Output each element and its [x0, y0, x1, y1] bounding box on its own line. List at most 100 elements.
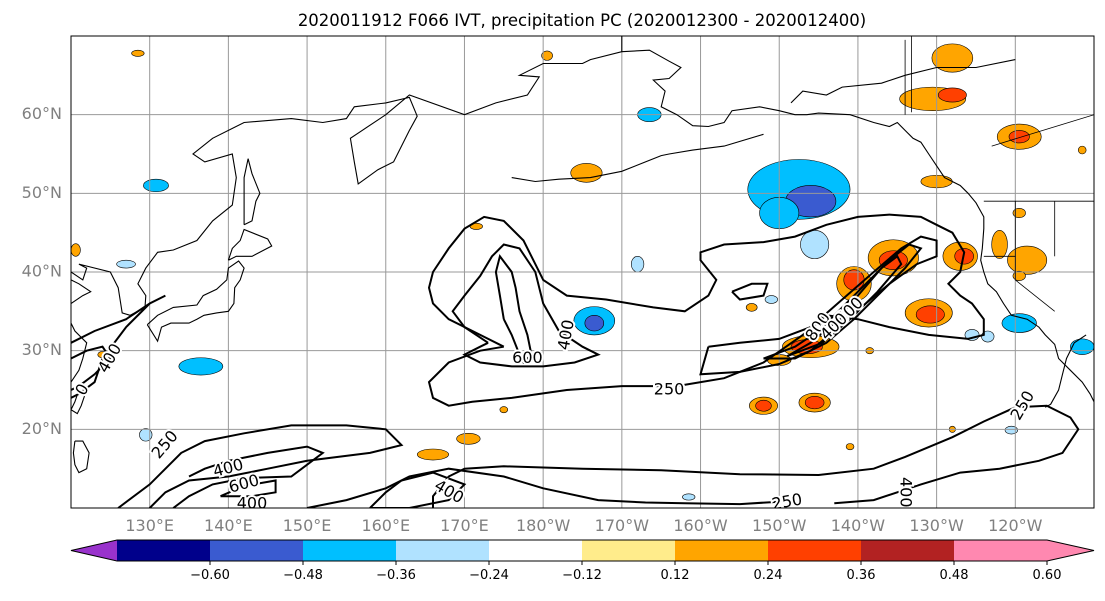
ivt-contour-line — [71, 294, 166, 399]
longitude-tick-label: 160°E — [361, 516, 410, 535]
coastlines-layer — [71, 36, 1094, 474]
latitude-tick-label: 50°N — [22, 183, 62, 202]
longitude-tick-label: 150°W — [752, 516, 807, 535]
coastline — [227, 228, 273, 261]
colorbar-tick-label: −0.12 — [562, 568, 602, 583]
longitude-tick-label: 120°W — [988, 516, 1043, 535]
longitude-tick-label: 150°E — [283, 516, 332, 535]
colorbar-bin — [861, 540, 955, 561]
precip-region — [584, 314, 605, 332]
coastline — [146, 260, 245, 343]
coastline — [71, 279, 92, 383]
ivt-contour-label: 400 — [897, 477, 916, 508]
latitude-tick-labels: 20°N 30°N 40°N 50°N 60°N — [22, 104, 62, 438]
precip-region — [499, 406, 509, 414]
precip-region — [1004, 425, 1018, 435]
latitude-tick-label: 40°N — [22, 262, 62, 281]
precip-region — [745, 303, 758, 312]
precip-region — [764, 295, 778, 304]
ivt-contour-line — [369, 471, 467, 508]
colorbar-tick-label: 0.36 — [847, 568, 876, 583]
ivt-contour-line — [731, 282, 769, 301]
political-border — [991, 114, 1094, 147]
precip-region — [991, 230, 1008, 259]
ivt-contour-line — [494, 254, 533, 365]
colorbar-tick-label: −0.24 — [469, 568, 509, 583]
coastline — [72, 440, 90, 474]
precip-region — [1001, 313, 1037, 333]
ivt-contour-label: 250 — [770, 490, 803, 514]
colorbar-bin — [210, 540, 304, 561]
colorbar-tick-label: 0.48 — [940, 568, 969, 583]
precip-region — [456, 432, 481, 445]
precip-region — [1077, 145, 1087, 155]
colorbar-bin — [489, 540, 583, 561]
latitude-tick-label: 20°N — [22, 419, 62, 438]
precip-region — [541, 50, 553, 61]
colorbar-tick-label: 0.60 — [1033, 568, 1062, 583]
coastline — [243, 158, 261, 226]
ivt-contour-line — [172, 445, 325, 508]
precip-region — [755, 399, 772, 412]
map-frame — [70, 35, 1095, 509]
precip-region — [800, 230, 830, 259]
longitude-tick-labels: 130°E 140°E 150°E 160°E 170°E 180°W 170°W 160°W… — [125, 516, 1042, 535]
colorbar-extend-max — [1047, 540, 1094, 561]
ivt-contour-line — [220, 479, 277, 498]
precip-region — [143, 178, 169, 193]
longitude-tick-label: 180°W — [516, 516, 571, 535]
longitude-tick-label: 140°W — [831, 516, 886, 535]
political-border — [1014, 256, 1055, 312]
longitude-tick-label: 170°W — [595, 516, 650, 535]
latitude-tick-label: 30°N — [22, 340, 62, 359]
colorbar-tick-label: −0.36 — [376, 568, 416, 583]
longitude-tick-label: 140°E — [204, 516, 253, 535]
longitude-tick-label: 130°E — [125, 516, 174, 535]
coastline — [71, 389, 86, 415]
precip-region — [1070, 338, 1094, 355]
precip-region — [630, 255, 645, 273]
precip-region — [139, 428, 153, 442]
colorbar-tick-label: −0.60 — [190, 568, 230, 583]
precip-region — [1012, 207, 1026, 219]
colorbar: −0.60 −0.48 −0.36 −0.24 −0.12 0.12 0.24 0.36 0.4… — [70, 539, 1095, 583]
precip-region — [71, 243, 81, 257]
colorbar-tick-label: 0.24 — [754, 568, 783, 583]
ivt-contour-line — [306, 467, 780, 508]
ivt-contour-line — [763, 243, 923, 360]
ivt-contour-line — [427, 213, 985, 407]
precip-region — [845, 443, 855, 451]
precip-region — [804, 395, 825, 410]
chart-title: 2020011912 F066 IVT, precipitation PC (2… — [298, 11, 866, 30]
colorbar-bin — [582, 540, 676, 561]
coastline — [621, 49, 1094, 403]
latitude-tick-label: 60°N — [22, 104, 62, 123]
precip-region — [416, 448, 450, 461]
precip-region — [1008, 130, 1030, 144]
ivt-contour-line — [786, 254, 903, 358]
precip-region — [178, 357, 224, 376]
precip-region — [1012, 270, 1026, 281]
colorbar-bin — [396, 540, 490, 561]
ivt-contour-line — [451, 243, 601, 368]
ivt-contour-label: 600 — [512, 348, 543, 367]
colorbar-bin — [768, 540, 862, 561]
colorbar-bin — [303, 540, 397, 561]
precip-region — [931, 43, 974, 73]
ivt-contour-label: 250 — [654, 380, 685, 399]
precip-region — [937, 87, 967, 103]
ivt-contour-label: 400 — [237, 494, 268, 513]
ivt-contours-layer — [71, 213, 1080, 508]
longitude-tick-label: 170°E — [440, 516, 489, 535]
precip-region — [131, 49, 145, 57]
colorbar-bin — [675, 540, 769, 561]
longitude-tick-label: 130°W — [909, 516, 964, 535]
precip-region — [116, 259, 136, 269]
colorbar-outline — [70, 539, 1095, 562]
precip-region — [570, 163, 603, 183]
ivt-contour-line — [71, 345, 112, 391]
precip-region — [1007, 245, 1048, 275]
ivt-contour-line — [432, 404, 1080, 508]
colorbar-extend-min — [71, 540, 117, 561]
